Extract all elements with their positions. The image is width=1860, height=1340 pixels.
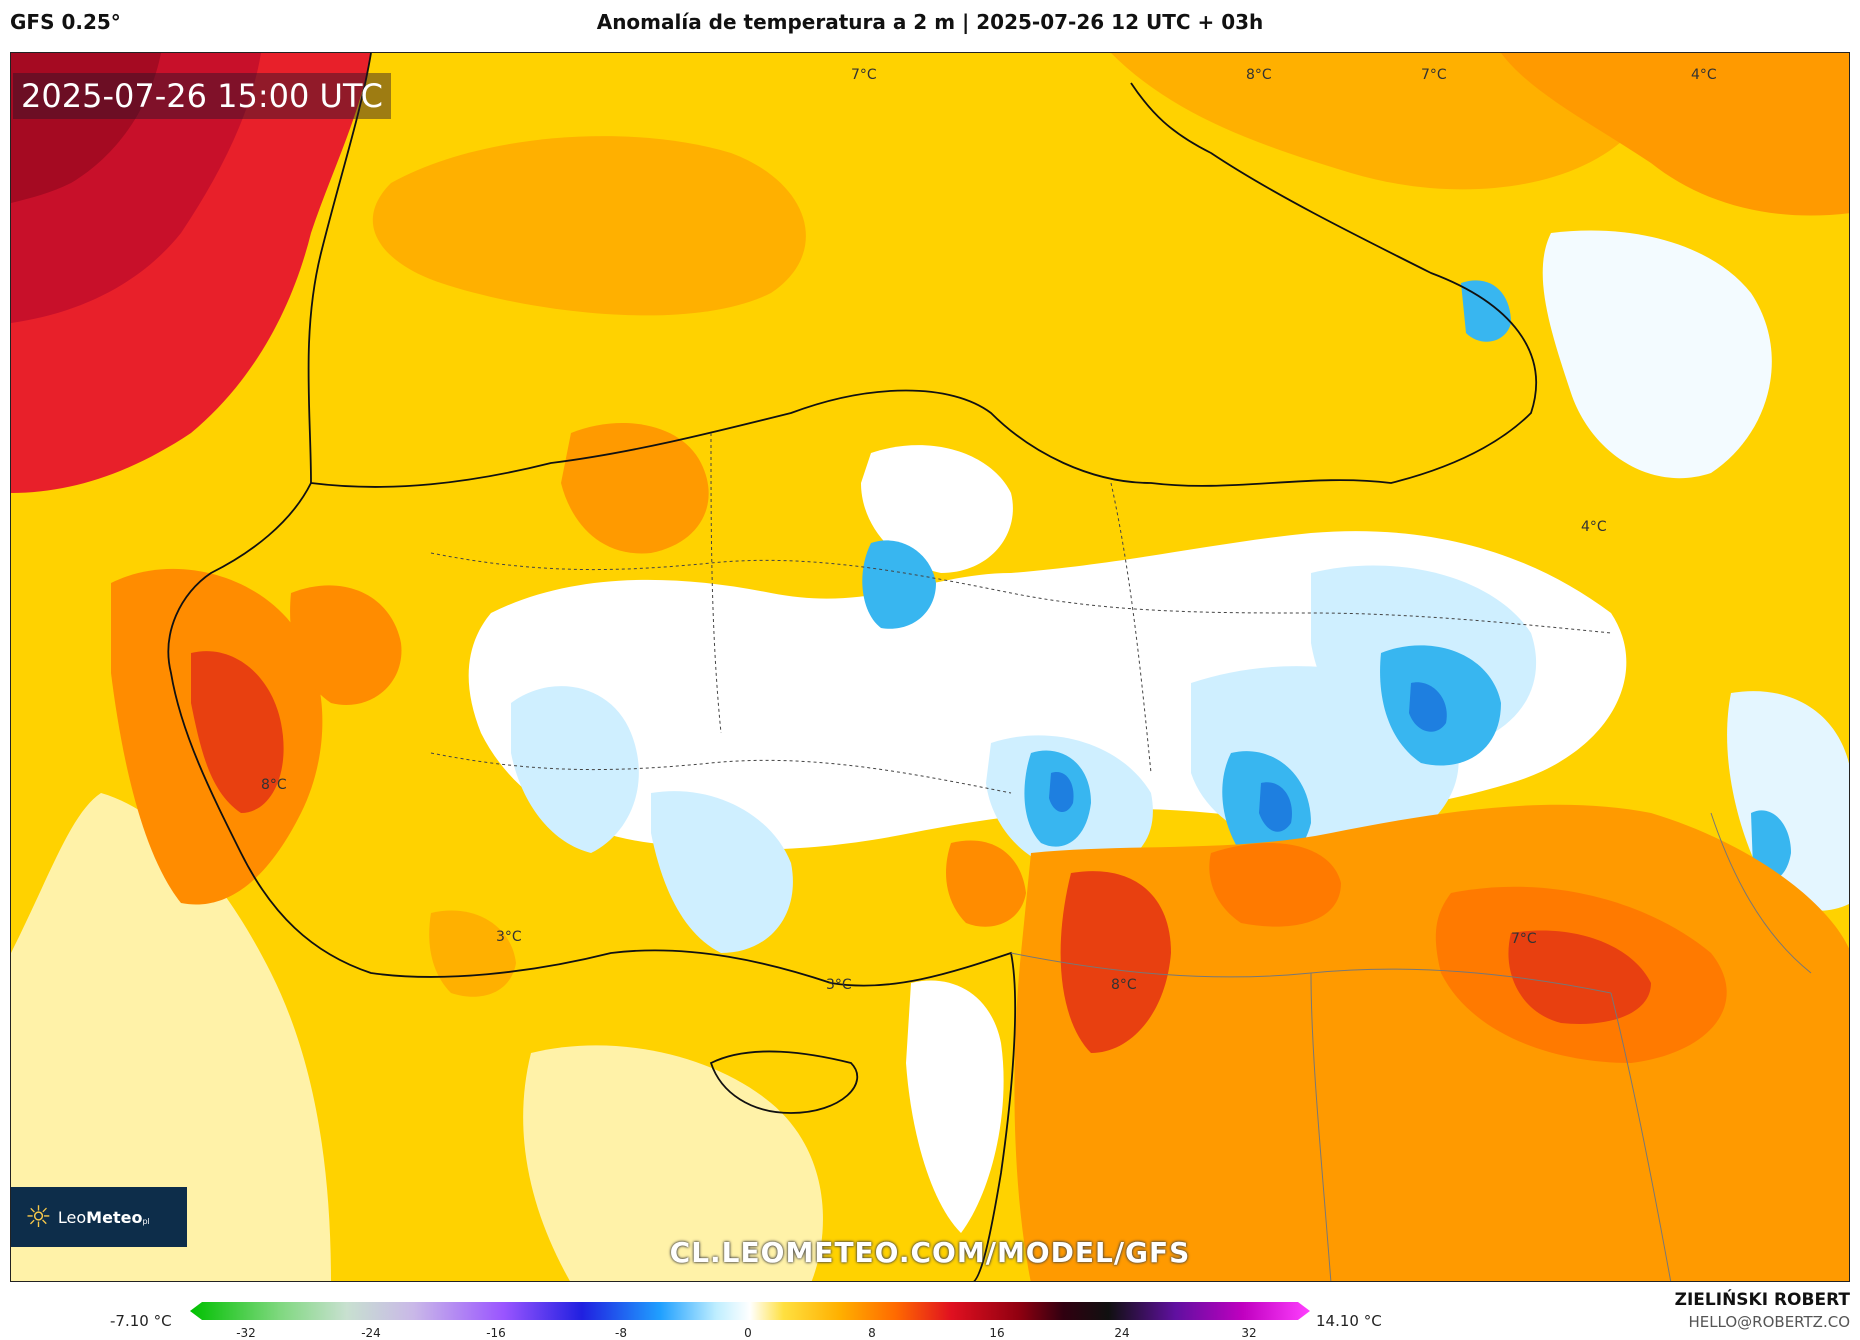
- contour-label: 4°C: [1581, 519, 1607, 535]
- legend-tick: 8: [868, 1326, 876, 1340]
- map-title: Anomalía de temperatura a 2 m | 2025-07-…: [596, 10, 1264, 34]
- contour-label: 3°C: [826, 977, 852, 993]
- contour-label: 4°C: [1691, 67, 1717, 83]
- legend-tick: -16: [486, 1326, 506, 1340]
- legend-tick: 0: [744, 1326, 752, 1340]
- contour-label: 8°C: [261, 777, 287, 793]
- contour-label: 7°C: [851, 67, 877, 83]
- contour-label: 7°C: [1511, 931, 1537, 947]
- model-label: GFS 0.25°: [10, 10, 121, 34]
- contour-label: 7°C: [1421, 67, 1447, 83]
- logo-text-light: Leo: [57, 1207, 87, 1227]
- legend-tick: 24: [1114, 1326, 1130, 1340]
- timestamp-badge: 2025-07-26 15:00 UTC: [13, 73, 391, 119]
- source-watermark: CL.LEOMETEO.COM/MODEL/GFS: [669, 1236, 1191, 1269]
- legend-tick: -8: [615, 1326, 627, 1340]
- legend-tick: 16: [989, 1326, 1005, 1340]
- color-scale-bar: [190, 1302, 1310, 1320]
- anomaly-map: [11, 53, 1849, 1281]
- legend-tick: -32: [236, 1326, 256, 1340]
- author-email: HELLO@ROBERTZ.CO: [1688, 1313, 1850, 1331]
- legend-tick: 32: [1241, 1326, 1257, 1340]
- contour-label: 8°C: [1111, 977, 1137, 993]
- legend-tick: -24: [361, 1326, 381, 1340]
- contour-label: 8°C: [1246, 67, 1272, 83]
- legend-min-label: -7.10 °C: [110, 1312, 172, 1330]
- logo-text-bold: Meteo: [86, 1207, 143, 1227]
- logo-suffix: pl: [142, 1216, 150, 1226]
- map-panel: 7°C 8°C 7°C 4°C 4°C 8°C 3°C 3°C 8°C 7°C …: [10, 52, 1850, 1282]
- contour-label: 3°C: [496, 929, 522, 945]
- sun-icon: ☼: [25, 1199, 52, 1235]
- legend-max-label: 14.10 °C: [1316, 1312, 1382, 1330]
- leometeo-logo: ☼ Leo Meteo pl: [11, 1187, 187, 1247]
- author-credit: ZIELIŃSKI ROBERT: [1674, 1290, 1850, 1310]
